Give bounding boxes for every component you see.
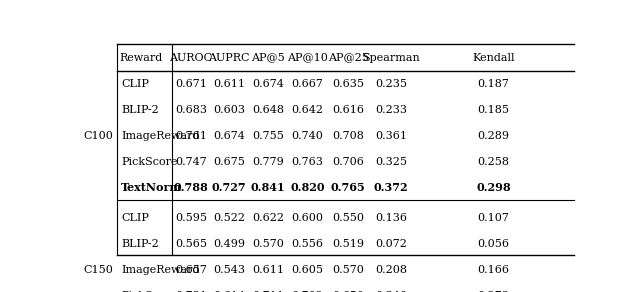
Text: 0.611: 0.611 <box>252 265 284 275</box>
Text: 0.675: 0.675 <box>213 157 245 166</box>
Text: 0.519: 0.519 <box>332 239 364 249</box>
Text: CLIP: CLIP <box>121 213 149 223</box>
Text: 0.570: 0.570 <box>252 239 284 249</box>
Text: 0.765: 0.765 <box>331 182 365 193</box>
Text: 0.056: 0.056 <box>477 239 509 249</box>
Text: AP@25: AP@25 <box>328 53 369 62</box>
Text: 0.136: 0.136 <box>375 213 407 223</box>
Text: 0.233: 0.233 <box>375 105 407 115</box>
Text: 0.107: 0.107 <box>477 213 509 223</box>
Text: 0.648: 0.648 <box>252 105 284 115</box>
Text: PickScore: PickScore <box>121 157 178 166</box>
Text: Spearman: Spearman <box>362 53 420 62</box>
Text: 0.616: 0.616 <box>332 105 364 115</box>
Text: 0.727: 0.727 <box>212 182 246 193</box>
Text: 0.273: 0.273 <box>477 291 509 292</box>
Text: 0.208: 0.208 <box>375 265 407 275</box>
Text: 0.258: 0.258 <box>477 157 509 166</box>
Text: 0.667: 0.667 <box>292 79 324 89</box>
Text: ImageReward: ImageReward <box>121 265 200 275</box>
Text: 0.603: 0.603 <box>213 105 245 115</box>
Text: 0.706: 0.706 <box>332 157 364 166</box>
Text: 0.671: 0.671 <box>175 79 207 89</box>
Text: 0.289: 0.289 <box>477 131 509 141</box>
Text: 0.556: 0.556 <box>292 239 324 249</box>
Text: 0.740: 0.740 <box>292 131 324 141</box>
Text: 0.702: 0.702 <box>292 291 324 292</box>
Text: TextNorm: TextNorm <box>121 182 182 193</box>
Text: 0.522: 0.522 <box>213 213 245 223</box>
Text: 0.820: 0.820 <box>291 182 325 193</box>
Text: BLIP-2: BLIP-2 <box>121 105 159 115</box>
Text: BLIP-2: BLIP-2 <box>121 239 159 249</box>
Text: 0.779: 0.779 <box>252 157 284 166</box>
Text: 0.235: 0.235 <box>375 79 407 89</box>
Text: 0.708: 0.708 <box>332 131 364 141</box>
Text: AUROC: AUROC <box>170 53 212 62</box>
Text: PickScore: PickScore <box>121 291 178 292</box>
Text: 0.072: 0.072 <box>375 239 407 249</box>
Text: Kendall: Kendall <box>472 53 515 62</box>
Text: AUPRC: AUPRC <box>209 53 250 62</box>
Text: 0.614: 0.614 <box>213 291 245 292</box>
Text: AP@5: AP@5 <box>251 53 285 62</box>
Text: 0.185: 0.185 <box>477 105 509 115</box>
Text: 0.763: 0.763 <box>292 157 324 166</box>
Text: 0.611: 0.611 <box>213 79 245 89</box>
Text: 0.298: 0.298 <box>476 182 511 193</box>
Text: 0.166: 0.166 <box>477 265 509 275</box>
Text: 0.187: 0.187 <box>477 79 509 89</box>
Text: 0.788: 0.788 <box>173 182 208 193</box>
Text: 0.683: 0.683 <box>175 105 207 115</box>
Text: 0.361: 0.361 <box>375 131 407 141</box>
Text: 0.325: 0.325 <box>375 157 407 166</box>
Text: 0.595: 0.595 <box>175 213 207 223</box>
Text: 0.761: 0.761 <box>175 131 207 141</box>
Text: 0.642: 0.642 <box>292 105 324 115</box>
Text: 0.711: 0.711 <box>252 291 284 292</box>
Text: 0.372: 0.372 <box>374 182 408 193</box>
Text: 0.747: 0.747 <box>175 157 207 166</box>
Text: 0.650: 0.650 <box>332 291 364 292</box>
Text: AP@10: AP@10 <box>287 53 328 62</box>
Text: 0.543: 0.543 <box>213 265 245 275</box>
Text: 0.674: 0.674 <box>252 79 284 89</box>
Text: 0.499: 0.499 <box>213 239 245 249</box>
Text: ImageReward: ImageReward <box>121 131 200 141</box>
Text: 0.550: 0.550 <box>332 213 364 223</box>
Text: 0.635: 0.635 <box>332 79 364 89</box>
Text: Reward: Reward <box>120 53 163 62</box>
Text: 0.605: 0.605 <box>292 265 324 275</box>
Text: CLIP: CLIP <box>121 79 149 89</box>
Text: 0.731: 0.731 <box>175 291 207 292</box>
Text: 0.600: 0.600 <box>292 213 324 223</box>
Text: 0.755: 0.755 <box>252 131 284 141</box>
Text: 0.841: 0.841 <box>251 182 285 193</box>
Text: 0.570: 0.570 <box>332 265 364 275</box>
Text: 0.657: 0.657 <box>175 265 207 275</box>
Text: 0.340: 0.340 <box>375 291 407 292</box>
Text: C150: C150 <box>84 265 113 275</box>
Text: C100: C100 <box>84 131 113 141</box>
Text: 0.674: 0.674 <box>213 131 245 141</box>
Text: 0.622: 0.622 <box>252 213 284 223</box>
Text: 0.565: 0.565 <box>175 239 207 249</box>
